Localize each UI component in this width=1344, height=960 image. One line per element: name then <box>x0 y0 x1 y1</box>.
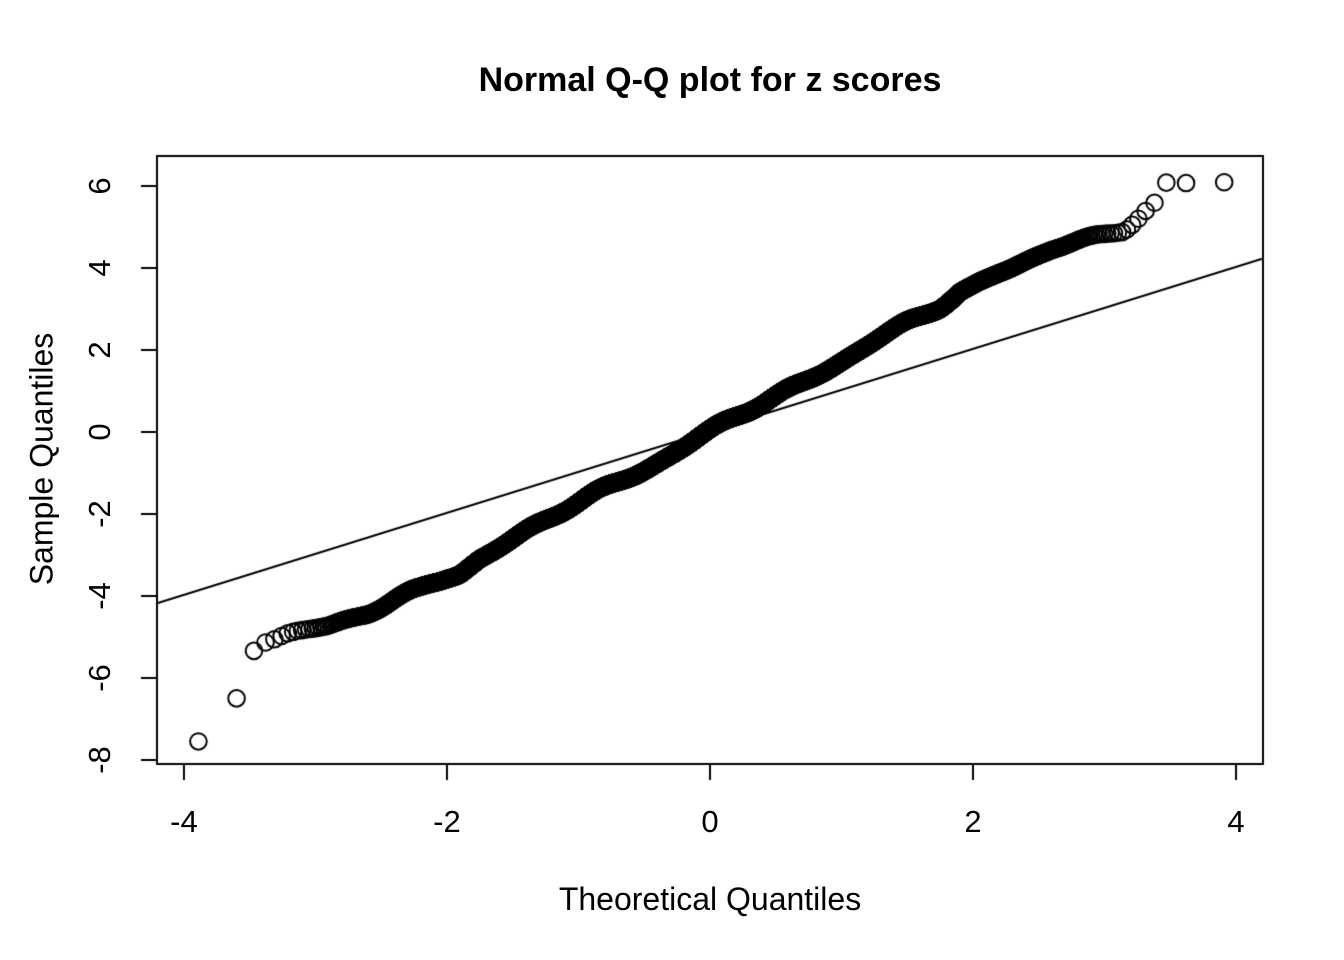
y-tick-label: 0 <box>82 423 117 441</box>
x-tick-label: 0 <box>701 804 719 839</box>
y-tick-label: 6 <box>82 177 117 195</box>
y-tick-label: -6 <box>82 664 117 692</box>
y-tick-label: -4 <box>82 582 117 610</box>
y-axis-label: Sample Quantiles <box>23 332 60 586</box>
x-axis-label: Theoretical Quantiles <box>558 881 862 917</box>
chart-title: Normal Q-Q plot for z scores <box>478 61 942 99</box>
y-tick-label: -8 <box>82 746 117 774</box>
x-tick-label: -2 <box>433 804 461 839</box>
y-tick-label: 4 <box>82 259 117 277</box>
y-tick-label: 2 <box>82 341 117 359</box>
x-tick-label: -4 <box>170 804 198 839</box>
x-tick-label: 2 <box>964 804 982 839</box>
x-tick-label: 4 <box>1227 804 1245 839</box>
y-tick-label: -2 <box>82 500 117 528</box>
